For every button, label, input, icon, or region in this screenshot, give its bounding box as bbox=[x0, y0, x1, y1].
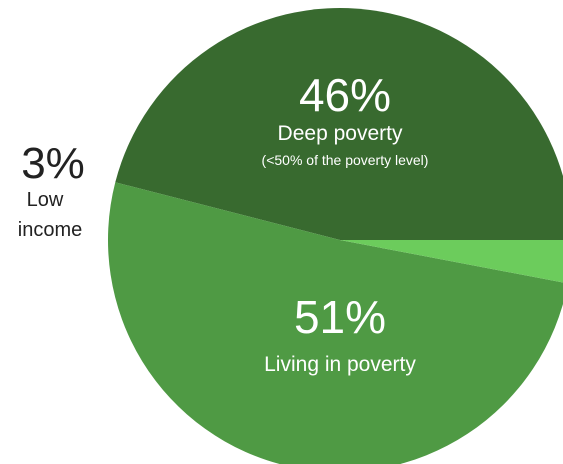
pie-slice-living-in-poverty bbox=[108, 182, 563, 464]
percent-label-low-income: 3% bbox=[21, 139, 85, 188]
slice-label-low-income-line-1: Low bbox=[27, 189, 64, 211]
pie-slice-deep-poverty bbox=[115, 8, 563, 240]
slice-note-deep-poverty: (<50% of the poverty level) bbox=[262, 152, 429, 168]
label-low-income: 3% Low income bbox=[18, 139, 85, 241]
slice-label-living-in-poverty: Living in poverty bbox=[264, 353, 416, 376]
percent-label-deep-poverty: 46% bbox=[299, 69, 391, 121]
pie-slices bbox=[108, 8, 563, 464]
label-deep-poverty: 46% Deep poverty (<50% of the poverty le… bbox=[262, 69, 429, 168]
percent-label-living-in-poverty: 51% bbox=[294, 291, 386, 343]
pie-slice-low-income bbox=[340, 240, 563, 283]
label-living-in-poverty: 51% Living in poverty bbox=[264, 291, 416, 376]
slice-label-low-income-line-2: income bbox=[18, 219, 82, 241]
slice-label-deep-poverty: Deep poverty bbox=[278, 122, 403, 145]
